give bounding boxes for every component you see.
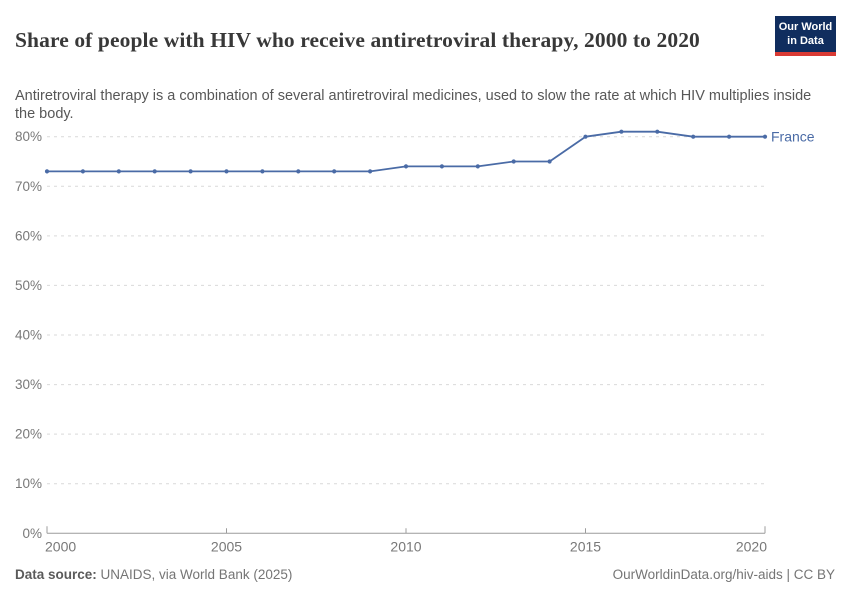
y-tick-label: 0%: [22, 526, 42, 541]
data-point[interactable]: [727, 134, 732, 139]
y-tick-label: 80%: [15, 129, 42, 144]
y-tick-label: 30%: [15, 377, 42, 392]
data-point[interactable]: [655, 129, 660, 134]
owid-logo-line1: Our World: [778, 21, 833, 33]
x-tick-label: 2015: [570, 539, 601, 555]
y-tick-label: 50%: [15, 278, 42, 293]
chart-subtitle: Antiretroviral therapy is a combination …: [15, 87, 812, 123]
y-tick-label: 40%: [15, 328, 42, 343]
data-point[interactable]: [80, 169, 85, 174]
data-source-label: Data source:: [15, 567, 97, 582]
data-point[interactable]: [260, 169, 265, 174]
data-point[interactable]: [403, 164, 409, 169]
data-point[interactable]: [368, 169, 373, 174]
series-label-france[interactable]: France: [771, 128, 815, 144]
data-point[interactable]: [116, 169, 121, 174]
x-tick-label: 2005: [211, 539, 242, 555]
attribution-link[interactable]: OurWorldinData.org/hiv-aids | CC BY: [612, 567, 835, 582]
data-point[interactable]: [475, 164, 480, 169]
data-point[interactable]: [152, 169, 157, 174]
data-point[interactable]: [439, 164, 444, 169]
x-tick-label: 2020: [736, 539, 767, 555]
data-point[interactable]: [332, 169, 337, 174]
data-point[interactable]: [511, 159, 516, 164]
chart-title: Share of people with HIV who receive ant…: [15, 28, 700, 53]
x-tick-label: 2010: [390, 539, 421, 555]
data-point[interactable]: [547, 159, 552, 164]
data-point[interactable]: [762, 134, 768, 139]
y-tick-label: 70%: [15, 179, 42, 194]
data-source-text: UNAIDS, via World Bank (2025): [96, 567, 293, 582]
owid-logo[interactable]: Our World in Data: [775, 16, 836, 56]
x-tick-label: 2000: [45, 539, 76, 555]
data-point[interactable]: [44, 169, 50, 174]
data-source: Data source: UNAIDS, via World Bank (202…: [15, 567, 292, 582]
data-point[interactable]: [224, 169, 229, 174]
data-point[interactable]: [188, 169, 193, 174]
y-tick-label: 20%: [15, 427, 42, 442]
chart-footer: Data source: UNAIDS, via World Bank (202…: [15, 567, 835, 582]
data-point[interactable]: [691, 134, 696, 139]
owid-logo-line2: in Data: [787, 35, 824, 48]
data-point[interactable]: [296, 169, 301, 174]
data-point[interactable]: [583, 134, 588, 139]
y-tick-label: 10%: [15, 476, 42, 491]
y-tick-label: 60%: [15, 228, 42, 243]
data-point[interactable]: [619, 129, 624, 134]
